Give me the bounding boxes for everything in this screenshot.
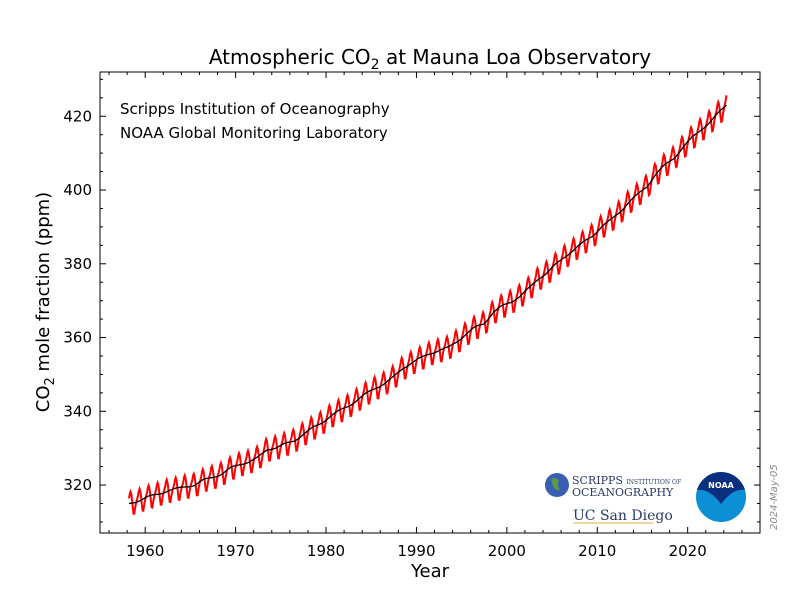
scripps-wordmark: SCRIPPS INSTITUTION OF OCEANOGRAPHY bbox=[572, 474, 683, 499]
y-tick-label: 320 bbox=[63, 476, 92, 494]
axis-ticks: 1960 1970 1980 1990 2000 2010 2020 320 340 360 380… bbox=[63, 72, 760, 560]
x-axis-label: Year bbox=[410, 561, 450, 582]
x-tick-label: 1980 bbox=[307, 542, 345, 560]
y-tick-label: 420 bbox=[63, 107, 92, 125]
data-lines bbox=[128, 95, 728, 515]
annotation-scripps: Scripps Institution of Oceanography bbox=[120, 100, 390, 118]
x-tick-label: 2020 bbox=[669, 542, 707, 560]
trend-co2-line bbox=[128, 104, 727, 505]
y-tick-label: 340 bbox=[63, 402, 92, 420]
noaa-wordmark: NOAA bbox=[708, 481, 734, 490]
chart-title: Atmospheric CO2 at Mauna Loa Observatory bbox=[209, 45, 651, 73]
date-stamp: 2024-May-05 bbox=[769, 464, 780, 530]
scripps-logo: SCRIPPS INSTITUTION OF OCEANOGRAPHY UC S… bbox=[545, 473, 683, 524]
noaa-logo: NOAA bbox=[696, 472, 746, 522]
y-tick-label: 380 bbox=[63, 255, 92, 273]
x-tick-label: 1990 bbox=[397, 542, 435, 560]
plot-frame bbox=[99, 71, 761, 534]
ucsd-wordmark: UC San Diego bbox=[573, 508, 673, 524]
annotation-noaa: NOAA Global Monitoring Laboratory bbox=[120, 124, 388, 142]
x-tick-label: 1970 bbox=[217, 542, 255, 560]
y-tick-label: 360 bbox=[63, 329, 92, 347]
x-tick-label: 2010 bbox=[578, 542, 616, 560]
y-axis-label: CO2 mole fraction (ppm) bbox=[33, 192, 58, 412]
monthly-co2-line bbox=[128, 95, 728, 515]
x-tick-label: 2000 bbox=[488, 542, 526, 560]
x-tick-label: 1960 bbox=[126, 542, 164, 560]
y-tick-label: 400 bbox=[63, 181, 92, 199]
